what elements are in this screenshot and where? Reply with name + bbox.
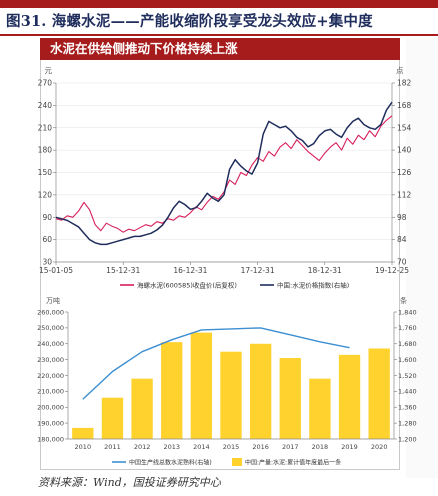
production-bar bbox=[190, 332, 213, 439]
source-note: 资料来源：Wind，国投证券研究中心 bbox=[38, 476, 221, 489]
bar-left-tick-label: 180,000 bbox=[37, 435, 64, 443]
line-right-tick-label: 154 bbox=[397, 123, 412, 132]
bar-left-tick-label: 240,000 bbox=[37, 340, 64, 348]
production-bar bbox=[338, 354, 361, 439]
bar-left-tick-label: 230,000 bbox=[37, 356, 64, 364]
bar-x-tick-label: 2017 bbox=[282, 443, 299, 451]
line-x-tick-label: 19-12-25 bbox=[375, 266, 409, 275]
production-bar bbox=[131, 378, 153, 439]
line-right-tick-label: 98 bbox=[397, 213, 407, 222]
figure-title: 图31. 海螺水泥——产能收缩阶段享受龙头效应+集中度 bbox=[6, 13, 373, 30]
production-bar bbox=[101, 397, 124, 439]
line-x-tick-label: 15-12-31 bbox=[106, 266, 140, 275]
bar-x-tick-label: 2015 bbox=[223, 443, 240, 451]
legend-index-label: 中国:水泥价格指数(右轴) bbox=[277, 281, 349, 290]
bar-right-tick-label: 1,840 bbox=[398, 308, 417, 316]
line-right-tick-label: 168 bbox=[397, 101, 412, 110]
line-x-tick-label: 16-12-31 bbox=[173, 266, 207, 275]
production-bar bbox=[72, 427, 94, 439]
line-left-tick-label: 270 bbox=[38, 79, 53, 88]
production-bar bbox=[161, 342, 183, 439]
legend-price-label: 海螺水泥(600585)收盘价(后复权) bbox=[137, 281, 237, 290]
title-divider bbox=[0, 34, 438, 36]
bar-x-tick-label: 2011 bbox=[104, 443, 121, 451]
bar-right-tick-label: 1,440 bbox=[398, 388, 417, 396]
production-bar bbox=[249, 343, 272, 439]
line-left-tick-label: 120 bbox=[38, 190, 53, 199]
line-left-unit: 元 bbox=[45, 66, 53, 75]
index-series-line bbox=[55, 101, 393, 246]
bar-x-tick-label: 2010 bbox=[75, 443, 92, 451]
bar-x-tick-label: 2019 bbox=[341, 443, 358, 451]
legend-production-label: 中国:产量:水泥:累计值年度最后一条 bbox=[245, 458, 341, 466]
bar-x-tick-label: 2016 bbox=[252, 443, 269, 451]
bar-right-tick-label: 1,600 bbox=[398, 356, 417, 364]
bar-right-tick-label: 1,760 bbox=[398, 324, 417, 332]
line-left-tick-label: 60 bbox=[42, 235, 52, 244]
production-bar bbox=[309, 378, 331, 439]
bar-x-tick-label: 2012 bbox=[134, 443, 151, 451]
line-right-tick-label: 84 bbox=[397, 235, 407, 244]
bar-right-unit: 条 bbox=[400, 296, 407, 305]
bar-left-tick-label: 210,000 bbox=[37, 388, 64, 396]
price-series-line bbox=[55, 115, 393, 233]
bar-x-tick-label: 2018 bbox=[312, 443, 329, 451]
bar-right-tick-label: 1,360 bbox=[398, 404, 417, 412]
bar-x-tick-label: 2020 bbox=[371, 443, 388, 451]
line-left-tick-label: 90 bbox=[42, 213, 52, 222]
panel-title: 水泥在供给侧推动下价格持续上涨 bbox=[40, 38, 400, 60]
legend-capacity-label: 中国生产线总数水泥熟料(右轴) bbox=[129, 458, 212, 466]
bar-left-unit: 万吨 bbox=[46, 296, 60, 305]
panel-frame bbox=[40, 60, 400, 470]
line-x-tick-label: 17-12-31 bbox=[241, 266, 275, 275]
bar-left-tick-label: 190,000 bbox=[37, 419, 64, 427]
bar-right-tick-label: 1,280 bbox=[398, 419, 417, 427]
line-right-tick-label: 70 bbox=[397, 258, 407, 267]
bar-right-tick-label: 1,680 bbox=[398, 340, 417, 348]
bar-right-tick-label: 1,200 bbox=[398, 435, 417, 443]
bar-left-tick-label: 260,000 bbox=[37, 308, 64, 316]
bar-x-tick-label: 2014 bbox=[193, 443, 210, 451]
line-left-tick-label: 180 bbox=[38, 146, 53, 155]
bar-right-tick-label: 1,520 bbox=[398, 372, 417, 380]
line-left-tick-label: 150 bbox=[38, 168, 53, 177]
bar-left-tick-label: 220,000 bbox=[37, 372, 64, 380]
header-accent-bar bbox=[0, 0, 438, 8]
legend-production-swatch bbox=[232, 458, 242, 466]
line-right-tick-label: 112 bbox=[397, 190, 412, 199]
production-bar bbox=[279, 358, 301, 439]
line-right-tick-label: 182 bbox=[397, 79, 412, 88]
bar-x-tick-label: 2013 bbox=[163, 443, 180, 451]
line-right-tick-label: 126 bbox=[397, 168, 412, 177]
production-bar bbox=[220, 351, 242, 439]
line-left-tick-label: 240 bbox=[38, 101, 53, 110]
line-left-tick-label: 210 bbox=[38, 123, 53, 132]
bar-left-tick-label: 200,000 bbox=[37, 404, 64, 412]
bar-left-tick-label: 250,000 bbox=[37, 324, 64, 332]
capacity-series-line bbox=[82, 327, 350, 400]
line-left-tick-label: 30 bbox=[42, 258, 52, 267]
line-x-tick-label: 15-01-05 bbox=[39, 266, 73, 275]
production-bar bbox=[368, 348, 390, 439]
line-x-tick-label: 18-12-31 bbox=[308, 266, 342, 275]
line-right-unit: 点 bbox=[396, 66, 404, 75]
line-right-tick-label: 140 bbox=[397, 146, 412, 155]
adjacent-figure-edge bbox=[406, 38, 438, 478]
